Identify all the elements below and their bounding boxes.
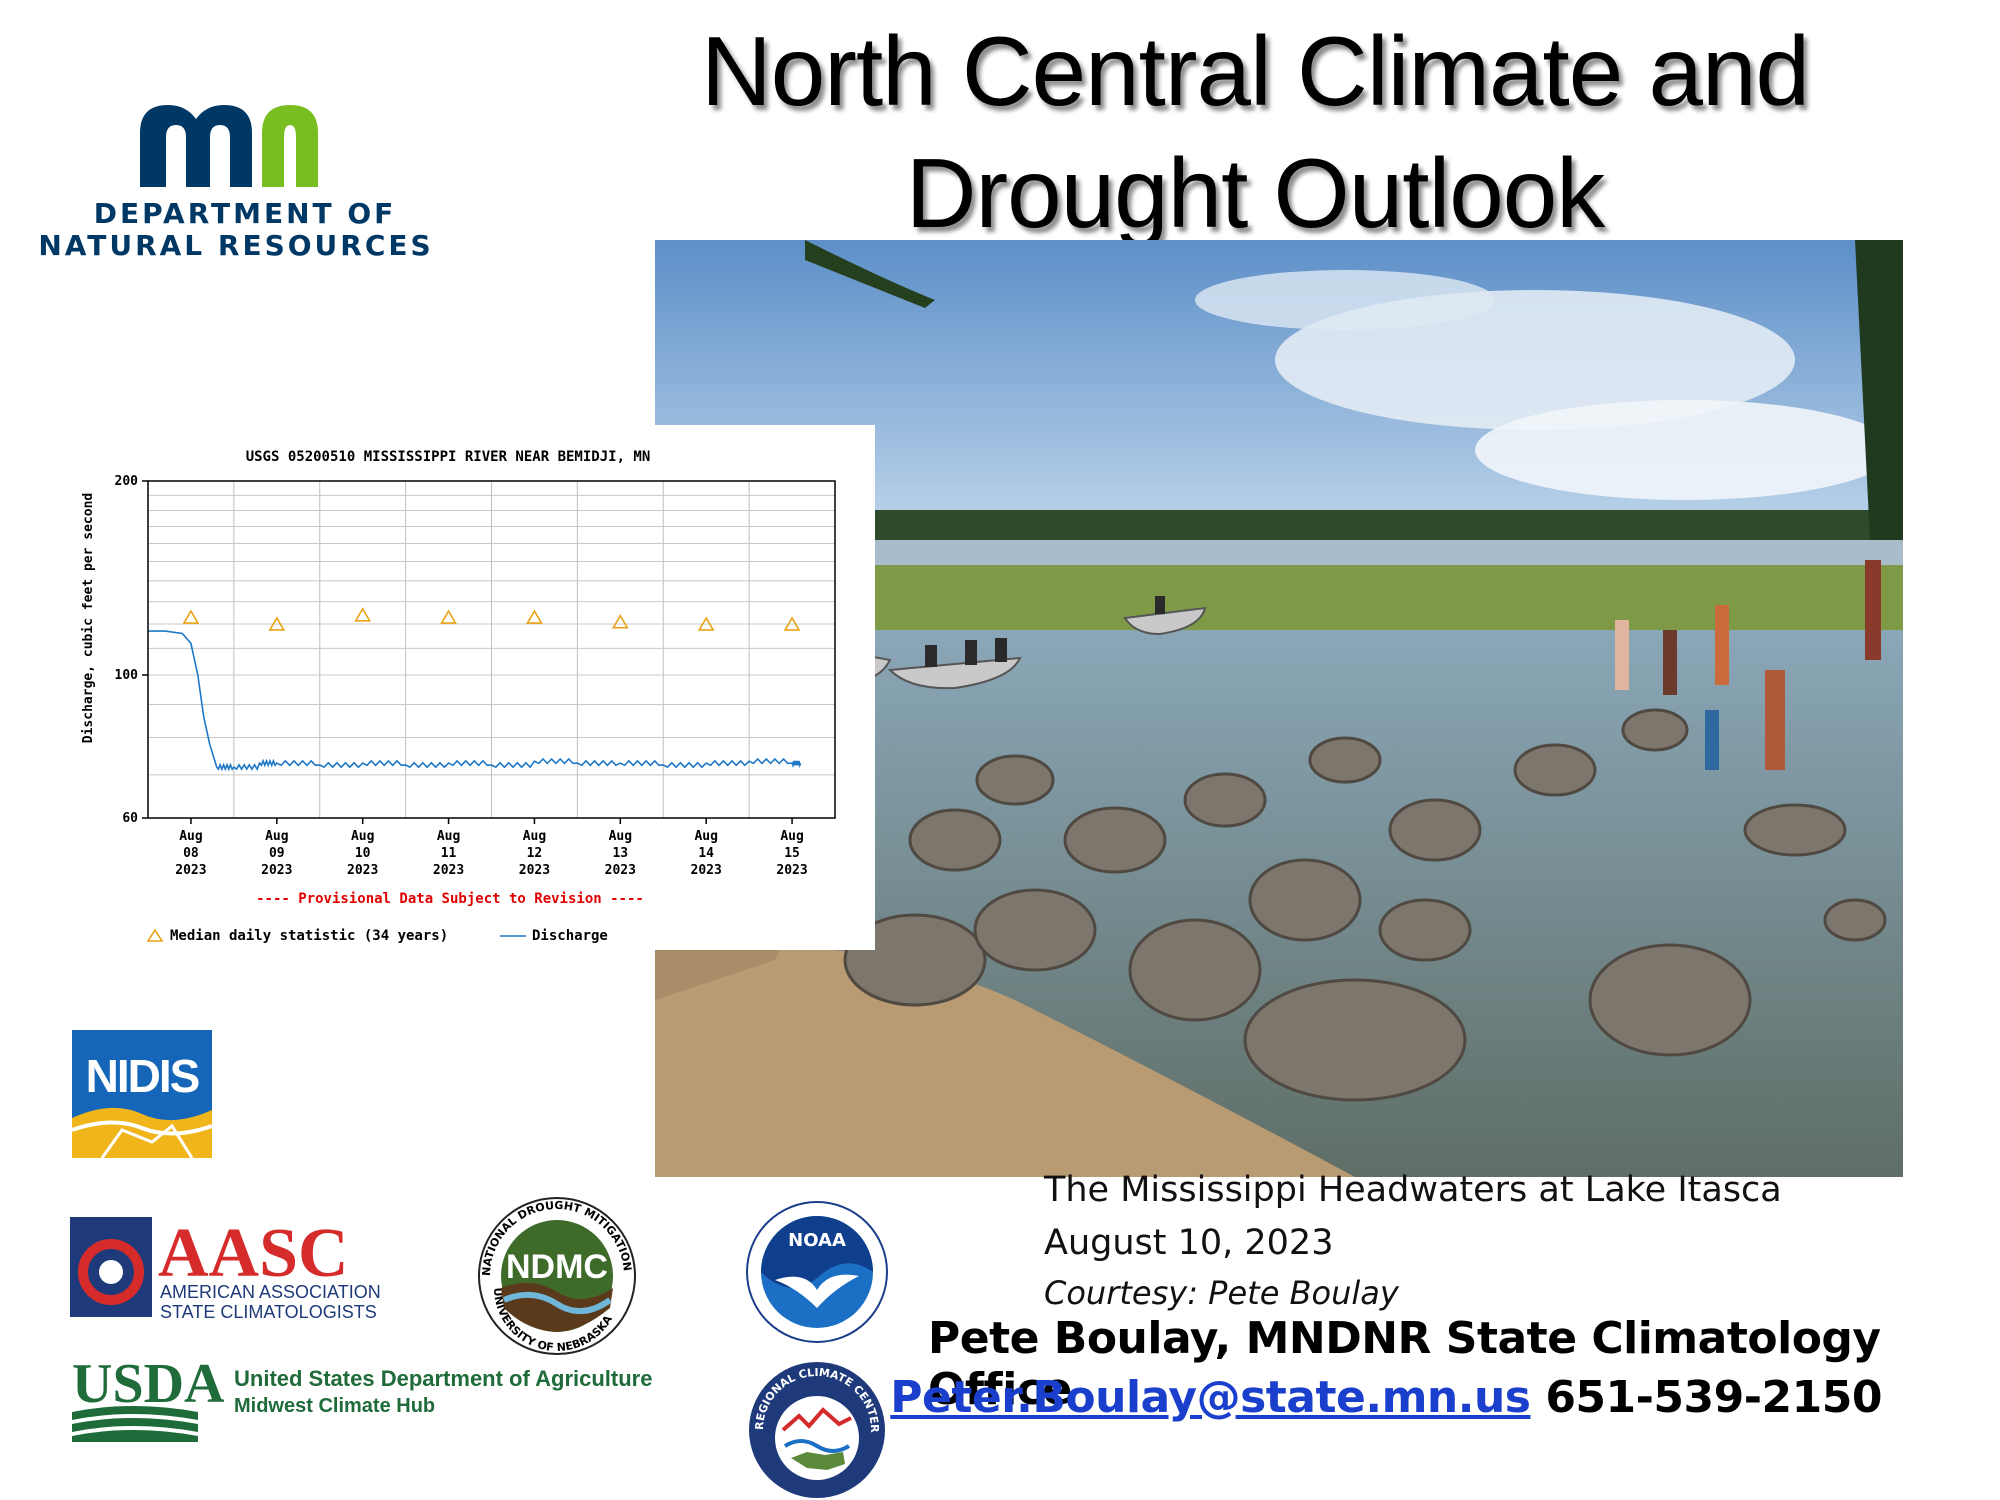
median-point: [783, 616, 801, 631]
slide-title: North Central Climate and Drought Outloo…: [630, 10, 1880, 254]
x-tick-label: 2023: [261, 863, 292, 878]
x-tick-label: 2023: [605, 863, 636, 878]
people: [925, 560, 1881, 770]
legend-discharge-label: Discharge: [532, 928, 608, 944]
mn-dnr-logo: DEPARTMENT OF NATURAL RESOURCES: [40, 95, 440, 270]
median-point: [268, 616, 286, 631]
dnr-line-1: DEPARTMENT OF: [94, 197, 397, 230]
x-tick-label: Aug: [694, 829, 717, 844]
aasc-line-1: AMERICAN ASSOCIATION OF: [160, 1282, 380, 1302]
x-tick-label: 08: [183, 846, 199, 861]
median-point: [697, 616, 715, 631]
sandy-shore: [655, 946, 1355, 1177]
x-tick-label: 14: [698, 846, 714, 861]
usda-line-2: Midwest Climate Hub: [234, 1395, 435, 1417]
x-tick-label: Aug: [609, 829, 632, 844]
aasc-logo: AASC AMERICAN ASSOCIATION OF STATE CLIMA…: [70, 1212, 380, 1322]
nidis-logo: NIDIS: [72, 1030, 212, 1158]
cloud: [1195, 270, 1495, 330]
x-tick-label: 2023: [347, 863, 378, 878]
provisional-note: ---- Provisional Data Subject to Revisio…: [256, 891, 644, 907]
x-tick-label: Aug: [780, 829, 803, 844]
aasc-swirl-icon: [78, 1239, 144, 1305]
x-tick-label: 2023: [433, 863, 464, 878]
median-point: [182, 609, 200, 624]
median-point: [354, 607, 372, 622]
y-tick-label: 60: [122, 811, 138, 826]
usda-logo: USDA United States Department of Agricul…: [72, 1350, 692, 1442]
x-tick-label: Aug: [351, 829, 374, 844]
title-line-1: North Central Climate and: [701, 16, 1810, 126]
usgs-discharge-chart: USGS 05200510 MISSISSIPPI RIVER NEAR BEM…: [40, 425, 875, 950]
phone-number: 651-539-2150: [1545, 1372, 1882, 1423]
usa-map-icon: [791, 1452, 845, 1470]
photo-caption-line-2: August 10, 2023: [1044, 1223, 1334, 1263]
x-tick-label: 13: [612, 846, 628, 861]
x-tick-label: Aug: [437, 829, 460, 844]
nidis-text: NIDIS: [86, 1050, 199, 1102]
median-series-markers: [182, 607, 801, 631]
y-tick-label: 200: [115, 474, 139, 489]
median-point: [526, 609, 543, 624]
mn-logo-n-shape: [262, 105, 318, 187]
noaa-bird-icon: [775, 1274, 859, 1308]
chart-legend: Median daily statistic (34 years) Discha…: [146, 928, 608, 944]
chart-ylabel: Discharge, cubic feet per second: [81, 493, 96, 743]
x-tick-label: 10: [355, 846, 371, 861]
x-tick-label: 11: [441, 846, 457, 861]
aasc-line-2: STATE CLIMATOLOGISTS: [160, 1302, 377, 1322]
x-tick-label: 09: [269, 846, 285, 861]
x-tick-label: 2023: [691, 863, 722, 878]
x-tick-label: Aug: [265, 829, 288, 844]
email-link[interactable]: Peter.Boulay@state.mn.us: [890, 1372, 1531, 1423]
legend-median-label: Median daily statistic (34 years): [170, 928, 448, 944]
x-tick-label: Aug: [523, 829, 546, 844]
discharge-series-line: [148, 630, 802, 772]
rocks: [843, 708, 1887, 1102]
usda-line-1: United States Department of Agriculture: [234, 1366, 652, 1391]
plot-frame: [147, 480, 836, 819]
photo-caption-line-1: The Mississippi Headwaters at Lake Itasc…: [1044, 1170, 1782, 1210]
noaa-logo: NOAA: [745, 1200, 890, 1345]
median-point: [611, 614, 629, 629]
author-line: Pete Boulay, MNDNR State Climatology Off…: [928, 1313, 1881, 1415]
noaa-text: NOAA: [788, 1230, 846, 1251]
x-tick-label: 2023: [519, 863, 550, 878]
pine-tree: [1855, 240, 1903, 540]
branch: [805, 240, 935, 308]
aasc-text: AASC: [158, 1215, 349, 1292]
dnr-line-2: NATURAL RESOURCES: [40, 229, 434, 262]
legend-triangle-marker: [146, 928, 164, 942]
photo-caption-line-3: Courtesy: Pete Boulay: [1044, 1274, 1399, 1312]
x-tick-label: 12: [527, 846, 543, 861]
x-tick-label: Aug: [179, 829, 202, 844]
mn-logo-m-shape: [140, 105, 252, 187]
chart-y-ticks: 60 100 200: [115, 474, 148, 826]
contact-line: Peter.Boulay@state.mn.us 651-539-2150: [890, 1372, 1882, 1423]
median-point: [440, 609, 457, 624]
chart-x-ticks: Aug 08 2023 Aug 09 2023 Aug 10 2023 Aug 11 2023 Aug 1…: [175, 818, 808, 878]
usda-text: USDA: [72, 1353, 225, 1415]
cloud: [1475, 400, 1895, 500]
chart-title: USGS 05200510 MISSISSIPPI RIVER NEAR BEM…: [246, 449, 651, 465]
x-tick-label: 2023: [776, 863, 807, 878]
title-line-2: Drought Outlook: [905, 138, 1606, 248]
rcc-logo: REGIONAL CLIMATE CENTERS: [747, 1360, 887, 1500]
y-tick-label: 100: [115, 668, 139, 683]
x-tick-label: 15: [784, 846, 800, 861]
x-tick-label: 2023: [175, 863, 206, 878]
ndmc-text: NDMC: [506, 1248, 608, 1286]
chart-grid: [148, 480, 835, 819]
ndmc-logo: NATIONAL DROUGHT MITIGATION CENTER UNIVE…: [472, 1196, 642, 1356]
